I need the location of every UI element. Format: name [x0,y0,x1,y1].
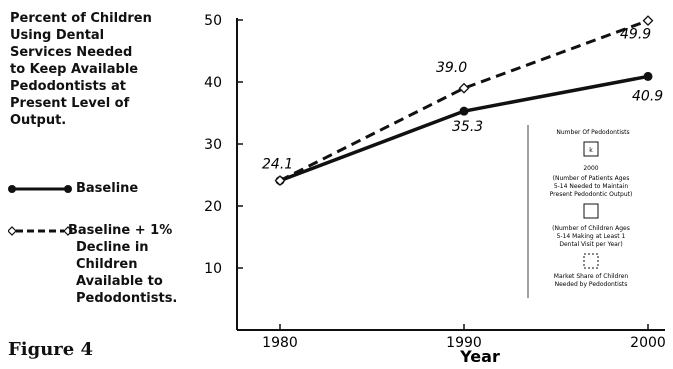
title-line: Services Needed [10,45,133,60]
data-label: 40.9 [632,88,663,104]
title-line: Percent of Children [10,11,152,26]
series-line-decline [279,19,649,182]
formula-line: Market Share of Children [554,273,629,280]
formula-box-3 [583,253,599,269]
legend-label-baseline: Baseline [76,181,139,196]
formula-line: Dental Visit per Year) [559,241,622,248]
data-label: 24.1 [262,157,293,173]
legend-line: Available to [76,274,163,289]
y-tick-label: 20 [204,199,222,215]
title-line: Present Level of [10,96,130,111]
series-group [274,15,654,186]
formula-line: (Number of Patients Ages [553,175,630,182]
data-label: 49.9 [620,27,651,43]
chart-title: Percent of Children Using Dental Service… [10,10,185,129]
formula-top-label: Number Of Pedodontists [556,129,629,136]
data-labels: 24.1 35.3 40.9 39.0 49.9 [262,27,663,173]
y-tick-label: 30 [204,137,222,153]
formula-box: Number Of Pedodontists k 2000 (Number of… [527,125,633,298]
legend-entry-baseline: Baseline [8,180,198,200]
legend-label-decline: Baseline + 1% Decline in Children Availa… [68,222,196,307]
legend-line: Pedodontists. [76,291,178,306]
formula-line: (Number of Children Ages [552,225,630,232]
figure-label: Figure 4 [8,339,94,360]
formula-line: Present Pedodontic Output) [550,191,633,198]
x-axis-title: Year [459,347,500,366]
data-point-decline [458,82,470,94]
y-tick-label: 10 [204,261,222,277]
legend-line: Children [76,257,138,272]
y-tick-label: 40 [204,75,222,91]
x-tick-label: 1980 [262,335,298,351]
title-line: to Keep Available [10,62,139,77]
x-tick-label: 2000 [630,335,666,351]
x-tick-label: 1990 [446,335,482,351]
title-line: Using Dental [10,28,105,43]
legend-dashed-line-icon [8,226,73,236]
chart-axes [236,18,665,331]
legend-entry-decline: Baseline + 1% Decline in Children Availa… [8,222,198,312]
x-ticks: 1980 1990 2000 [262,324,666,351]
legend-line: Baseline + 1% [68,223,173,238]
data-point-baseline [459,106,469,116]
title-line: Output. [10,113,67,128]
formula-year: 2000 [583,165,598,172]
formula-box-2 [583,203,599,219]
formula-k-symbol: k [589,147,593,154]
data-point-baseline [643,71,653,81]
formula-line: Needed by Pedodontists [555,281,628,288]
data-point-decline [642,15,654,27]
data-point-decline [274,175,286,186]
data-label: 39.0 [436,60,467,76]
formula-line: 5-14 Making at Least 1 [557,233,626,240]
data-label: 35.3 [452,119,483,135]
y-ticks: 10 20 30 40 50 [204,13,243,277]
formula-line: 5-14 Needed to Maintain [554,183,629,190]
formula-k-box [583,141,599,157]
legend-line: Decline in [76,240,149,255]
title-line: Pedodontists at [10,79,126,94]
y-tick-label: 50 [204,13,222,29]
legend-solid-line-icon [8,185,72,193]
